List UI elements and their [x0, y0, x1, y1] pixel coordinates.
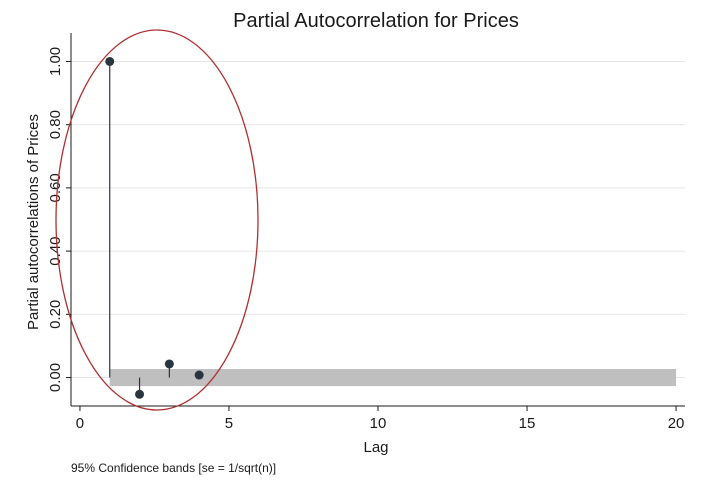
x-tick-label: 10: [370, 415, 387, 432]
y-tick-label: 0.60: [47, 173, 64, 202]
x-tick-label: 0: [76, 415, 84, 432]
confidence-band-group: [109, 369, 677, 387]
y-axis-title: Partial autocorrelations of Prices: [25, 114, 42, 330]
y-tick-label: 0.20: [47, 300, 64, 329]
y-tick-label: 1.00: [47, 47, 64, 76]
x-axis-title: Lag: [363, 439, 388, 456]
y-tick-label: 0.40: [47, 237, 64, 266]
x-tick-label: 5: [225, 415, 233, 432]
x-tick-label: 15: [519, 415, 536, 432]
x-tick-label: 20: [668, 415, 685, 432]
pacf-point: [164, 359, 174, 369]
y-tick-label: 0.00: [47, 363, 64, 392]
x-axis-ticks: 0 5 10 15 20: [76, 406, 685, 432]
pacf-point: [105, 56, 115, 66]
pacf-point: [194, 370, 204, 380]
confidence-band: [109, 369, 677, 387]
plot-area: [71, 33, 685, 406]
y-tick-label: 0.80: [47, 110, 64, 139]
chart-title: Partial Autocorrelation for Prices: [233, 10, 519, 32]
confidence-note: 95% Confidence bands [se = 1/sqrt(n)]: [71, 461, 276, 475]
annotation-ellipse: [55, 29, 259, 411]
pacf-point: [135, 389, 145, 399]
y-axis-ticks: 0.00 0.20 0.40 0.60 0.80 1.00: [47, 47, 71, 392]
pacf-points: [105, 56, 204, 399]
